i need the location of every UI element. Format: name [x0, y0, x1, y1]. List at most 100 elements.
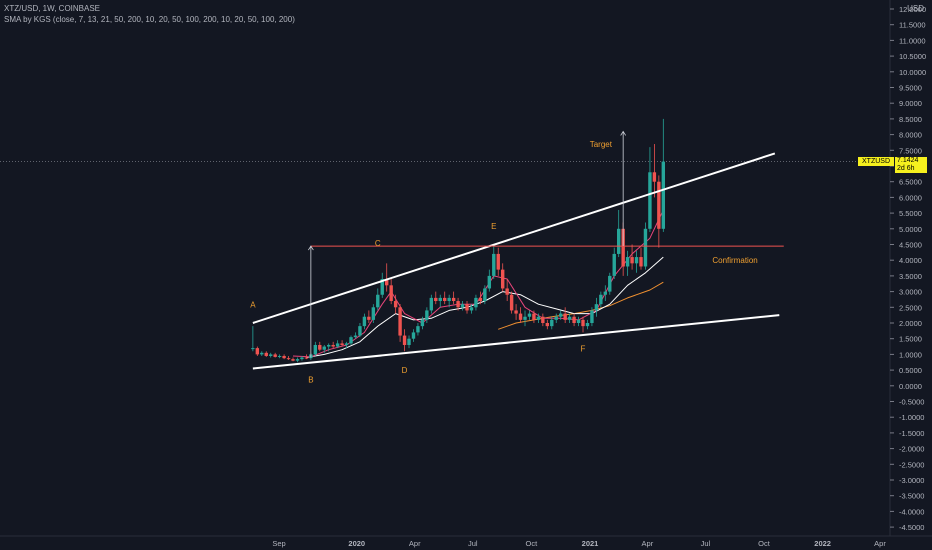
y-tick-label: -1.0000 — [899, 413, 924, 422]
candle-body — [492, 253, 496, 276]
candle-body — [420, 319, 425, 327]
sma-orange-line — [498, 281, 664, 330]
y-tick-label: -3.0000 — [899, 476, 924, 485]
candle-body — [599, 294, 603, 305]
candle-body — [621, 228, 625, 267]
candle-body — [487, 275, 492, 289]
pattern-label: D — [402, 366, 408, 375]
candle-body — [474, 297, 478, 308]
candle-body — [402, 335, 407, 345]
candle-body — [318, 344, 322, 350]
candle-body — [322, 346, 326, 350]
candle-body — [255, 348, 260, 355]
symbol-title[interactable]: XTZ/USD, 1W, COINBASE — [4, 4, 101, 13]
bar-countdown: 2d 6h — [897, 164, 915, 172]
pattern-label: A — [250, 300, 256, 309]
candle-body — [340, 343, 344, 345]
y-tick-label: 6.0000 — [899, 193, 922, 202]
axis-unit-label[interactable]: USD — [907, 4, 924, 13]
candle-body — [509, 294, 514, 311]
indicator-legend[interactable]: SMA by KGS (close, 7, 13, 21, 50, 200, 1… — [4, 15, 295, 24]
measure-arrow-head — [620, 130, 626, 136]
y-tick-label: 2.0000 — [899, 319, 922, 328]
candle-body — [331, 344, 335, 347]
candle-body — [260, 352, 264, 355]
confirmation-label: Confirmation — [712, 256, 757, 265]
candle-body — [616, 228, 621, 254]
candle-body — [558, 313, 563, 317]
candle-body — [563, 313, 567, 320]
y-tick-label: -4.0000 — [899, 507, 924, 516]
candle-body — [514, 310, 518, 314]
candle-body — [527, 313, 532, 317]
x-tick-label: Apr — [409, 539, 421, 548]
candle-body — [367, 316, 371, 320]
candle-body — [380, 279, 384, 295]
y-tick-label: 8.5000 — [899, 115, 922, 124]
candle-body — [581, 319, 585, 327]
x-tick-label: Jul — [701, 539, 711, 548]
y-tick-label: -2.5000 — [899, 460, 924, 469]
y-tick-label: 12.0000 — [899, 5, 926, 14]
candle-body — [554, 316, 558, 320]
candle-body — [438, 297, 442, 302]
candles-layer — [251, 118, 666, 363]
candle-body — [639, 257, 643, 267]
sma-white-line — [306, 256, 664, 358]
trendline-lower[interactable] — [252, 314, 780, 370]
candle-body — [460, 304, 465, 308]
x-tick-label: 2021 — [582, 539, 599, 548]
y-tick-label: 10.5000 — [899, 52, 926, 61]
x-tick-label: 2020 — [348, 539, 365, 548]
candle-body — [532, 313, 536, 320]
candle-body — [251, 348, 255, 350]
candle-body — [661, 161, 666, 229]
candle-body — [625, 257, 630, 267]
candle-body — [523, 316, 527, 320]
candle-body — [634, 257, 639, 264]
trendline-upper[interactable] — [252, 152, 776, 324]
candle-body — [451, 297, 456, 302]
candle-body — [590, 310, 594, 323]
y-tick-label: 5.0000 — [899, 225, 922, 234]
x-tick-label: Apr — [642, 539, 654, 548]
y-tick-label: 9.5000 — [899, 84, 922, 93]
y-tick-label: 11.5000 — [899, 21, 926, 30]
candle-body — [416, 326, 420, 333]
candle-body — [344, 343, 349, 345]
sma-pink-line — [292, 209, 664, 358]
candle-body — [657, 181, 661, 229]
candle-body — [541, 316, 545, 323]
y-tick-label: 8.0000 — [899, 131, 922, 140]
y-tick-label: 0.5000 — [899, 366, 922, 375]
x-tick-label: Sep — [272, 539, 285, 548]
candle-body — [376, 294, 380, 308]
candle-body — [469, 307, 474, 311]
candle-body — [277, 355, 282, 357]
candle-body — [501, 269, 505, 289]
last-price-value: 7.1424 — [897, 156, 919, 164]
pattern-label: E — [491, 222, 496, 231]
candle-body — [282, 355, 286, 359]
y-tick-label: 3.0000 — [899, 288, 922, 297]
candle-body — [286, 358, 291, 360]
candle-body — [304, 357, 309, 359]
y-tick-label: -1.5000 — [899, 429, 924, 438]
candle-body — [550, 319, 554, 327]
price-axis[interactable]: 12.0000 11.5000 11.0000 10.5000 10.0000 9.500… — [890, 5, 926, 532]
time-axis[interactable]: Sep 2020 Apr Jul Oct 2021 Apr Jul Oct 2022 Apr — [272, 539, 886, 548]
candle-body — [313, 344, 318, 355]
grid-layer — [0, 0, 932, 537]
candle-body — [429, 297, 434, 311]
candle-body — [349, 337, 353, 344]
candle-body — [434, 297, 438, 302]
x-tick-label: Apr — [874, 539, 886, 548]
candle-body — [572, 316, 576, 323]
y-tick-label: -2.0000 — [899, 445, 924, 454]
candle-body — [456, 301, 460, 308]
candle-body — [643, 228, 648, 267]
candle-body — [612, 253, 616, 276]
y-tick-label: 4.0000 — [899, 256, 922, 265]
